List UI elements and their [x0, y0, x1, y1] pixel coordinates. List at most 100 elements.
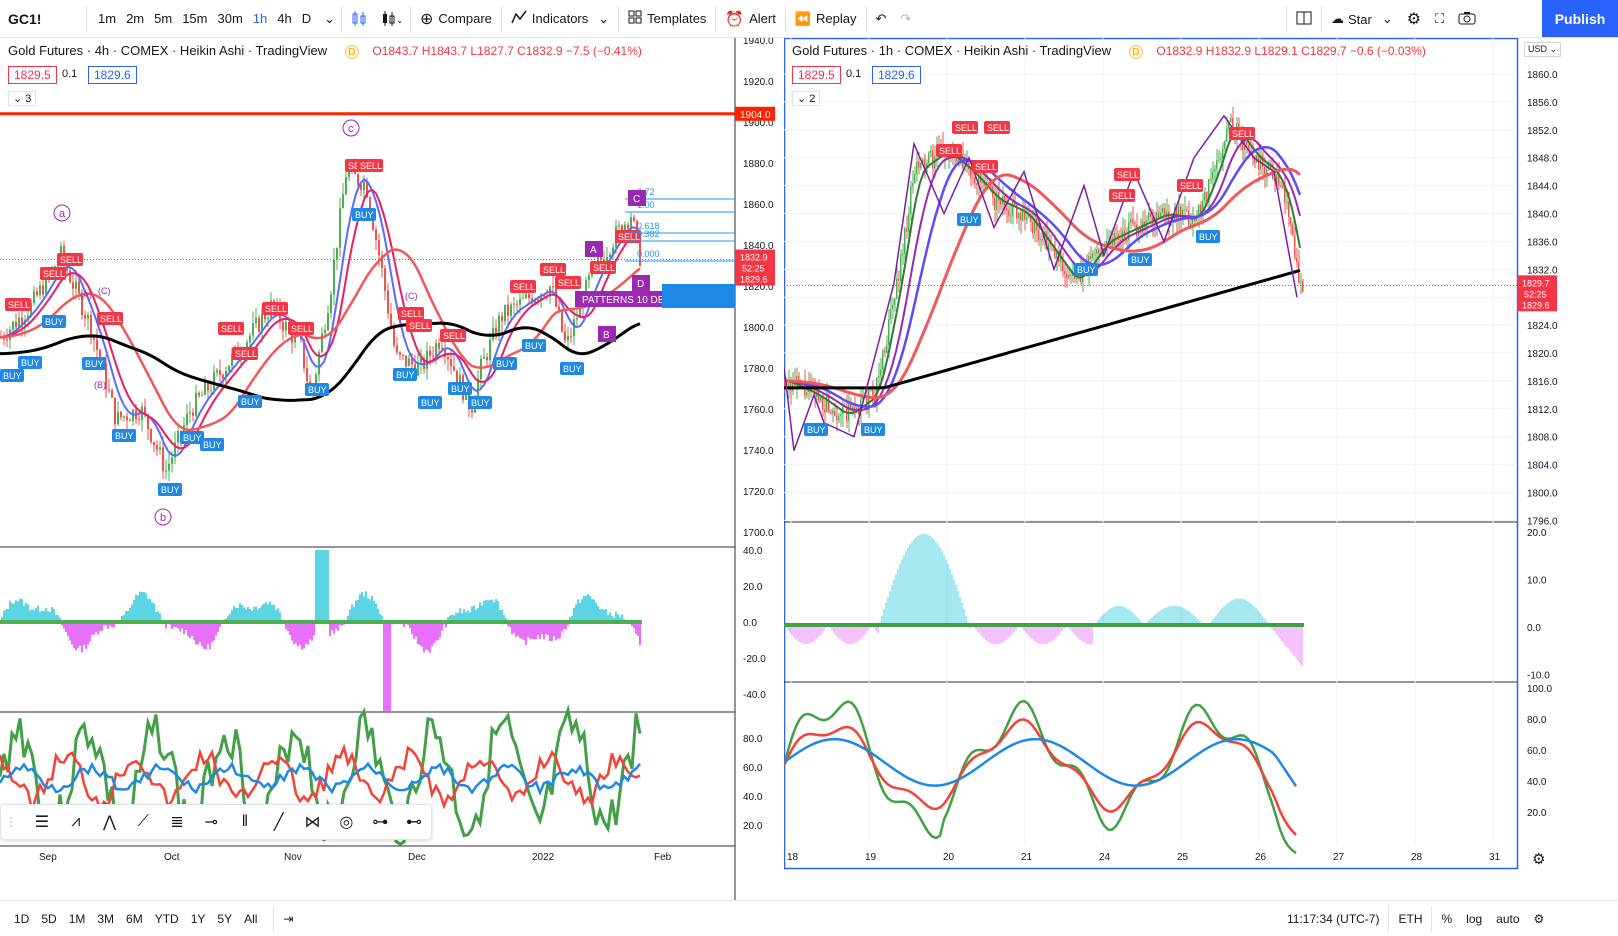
range-ytd[interactable]: YTD: [154, 911, 179, 926]
compare-button[interactable]: ⊕ Compare: [413, 0, 499, 38]
chevron-down-icon: ⌄: [598, 10, 610, 26]
publish-button[interactable]: Publish: [1542, 0, 1618, 37]
templates-icon: [628, 10, 642, 27]
undo-button[interactable]: ↶: [869, 0, 894, 38]
osc-tick: -40.0: [743, 690, 766, 701]
filter-lines-icon[interactable]: ⊷: [406, 814, 423, 831]
candle-body: [186, 413, 188, 426]
range-3m[interactable]: 3M: [97, 911, 115, 926]
fullscreen-button[interactable]: ⛶: [1428, 0, 1451, 38]
spiral-icon[interactable]: ◎: [339, 814, 354, 831]
candle-body: [1066, 274, 1068, 279]
drag-handle-icon[interactable]: ⋮: [5, 815, 17, 829]
sell-signal-label: SELL: [60, 255, 82, 265]
ask-box[interactable]: 1829.6: [872, 66, 921, 84]
range-5d[interactable]: 5D: [41, 911, 57, 926]
currency-button[interactable]: USD ⌄: [1524, 42, 1562, 57]
candle-body: [573, 319, 575, 337]
range-1y[interactable]: 1Y: [190, 911, 206, 926]
cloud-save-button[interactable]: ☁ Star ⌄: [1324, 0, 1400, 38]
last-price-2: 1829.6: [1522, 300, 1550, 310]
candle-body: [120, 411, 122, 418]
settings-lines-icon[interactable]: ⊶: [372, 814, 389, 831]
timeframe-1m[interactable]: 1m: [98, 11, 117, 26]
log-toggle[interactable]: log: [1466, 911, 1483, 926]
collapse-indicators-button[interactable]: ⌄ 3: [8, 91, 37, 106]
range-all[interactable]: All: [244, 911, 258, 926]
candle-body: [633, 217, 635, 221]
timeframe-4h[interactable]: 4h: [277, 11, 292, 26]
left-chart-title[interactable]: Gold Futures · 4h · COMEX · Heikin Ashi …: [8, 43, 328, 58]
candle-body: [264, 314, 266, 320]
bid-box[interactable]: 1829.5: [8, 66, 57, 84]
candle-body: [1246, 141, 1248, 145]
indicators-button[interactable]: Indicators ⌄: [504, 0, 616, 38]
candle-body: [1296, 257, 1298, 263]
columns-icon[interactable]: ‖: [241, 813, 249, 830]
right-chart-title[interactable]: Gold Futures · 1h · COMEX · Heikin Ashi …: [792, 43, 1112, 58]
timeframe-2m[interactable]: 2m: [126, 11, 145, 26]
timeframe-dropdown[interactable]: ⌄: [324, 10, 336, 26]
layout-button[interactable]: [1289, 0, 1319, 38]
candle-body: [1046, 231, 1048, 250]
session-button[interactable]: ETH: [1398, 911, 1423, 926]
candle-body: [501, 315, 503, 322]
candle-body: [898, 278, 900, 281]
range-group: 1D 5D 1M 3M 6M YTD 1Y 5Y All: [0, 912, 263, 926]
price-tick: 1832.0: [1527, 265, 1558, 276]
timeframe-1h[interactable]: 1h: [252, 11, 268, 26]
collapse-indicators-button[interactable]: ⌄ 2: [792, 91, 821, 106]
chart-settings-button[interactable]: ⚙: [1532, 850, 1545, 868]
goto-date-button[interactable]: ⇥: [276, 912, 300, 926]
alert-button[interactable]: ⏰ Alert: [718, 0, 782, 38]
pattern-icon[interactable]: ⩘: [71, 813, 81, 830]
snapshot-button[interactable]: [1451, 0, 1483, 38]
range-6m[interactable]: 6M: [126, 911, 143, 926]
timeframe-15m[interactable]: 15m: [182, 11, 208, 26]
timeframe-30m[interactable]: 30m: [217, 11, 243, 26]
settings-button[interactable]: ⚙: [1527, 912, 1552, 926]
symbol-search[interactable]: GC1!: [8, 10, 42, 27]
horizontal-lines-icon[interactable]: ☰: [34, 814, 50, 831]
range-1d[interactable]: 1D: [14, 911, 30, 926]
candle-body: [1024, 211, 1026, 220]
replay-button[interactable]: ⏪ Replay: [788, 0, 864, 38]
alert-label: Alert: [749, 11, 776, 26]
xabcd-icon[interactable]: ⋈: [304, 814, 321, 831]
wave-label: a: [59, 208, 66, 220]
timeframe-D[interactable]: D: [301, 11, 312, 26]
settings-button[interactable]: ⚙: [1400, 0, 1428, 38]
redo-button[interactable]: ↷: [893, 0, 918, 38]
indicators-icon: [511, 10, 527, 27]
candle-body: [609, 254, 611, 258]
horizontal-ray-icon[interactable]: ⊸: [204, 814, 218, 831]
auto-toggle[interactable]: auto: [1496, 911, 1520, 926]
candle-body: [824, 409, 826, 413]
bid-box[interactable]: 1829.5: [792, 66, 841, 84]
right-chart-canvas[interactable]: 1860.01856.01852.01848.01844.01840.01836…: [784, 38, 1618, 900]
candle-body: [924, 159, 926, 170]
elliott-wave-icon[interactable]: ⋀: [103, 814, 117, 831]
pattern-point: [598, 326, 616, 342]
candle-body: [12, 321, 14, 330]
ask-box[interactable]: 1829.6: [88, 66, 137, 84]
compare-label: Compare: [438, 11, 492, 26]
fib-icon[interactable]: ≣: [170, 814, 184, 831]
clock[interactable]: 11:17:34 (UTC-7): [1287, 911, 1380, 926]
candle-body: [1284, 187, 1286, 203]
line-icon[interactable]: ╱: [273, 814, 284, 831]
timeframe-5m[interactable]: 5m: [154, 11, 173, 26]
percent-toggle[interactable]: %: [1441, 911, 1453, 926]
range-5y[interactable]: 5Y: [217, 911, 233, 926]
trend-line-icon[interactable]: ⟋: [137, 813, 149, 830]
candle-body: [267, 317, 269, 320]
left-chart-canvas[interactable]: 1940.0 1920.0 1900.0 1880.0 1860.0 1840.0 1820…: [0, 38, 783, 900]
candle-body: [856, 407, 858, 410]
bar-type-icon[interactable]: [344, 0, 374, 38]
sell-signal: [510, 280, 536, 293]
templates-button[interactable]: Templates: [621, 0, 713, 38]
range-1m[interactable]: 1M: [68, 911, 86, 926]
chart-style-icon[interactable]: ⌄: [374, 0, 408, 38]
candle-body: [348, 172, 350, 178]
candle-body: [189, 412, 191, 414]
